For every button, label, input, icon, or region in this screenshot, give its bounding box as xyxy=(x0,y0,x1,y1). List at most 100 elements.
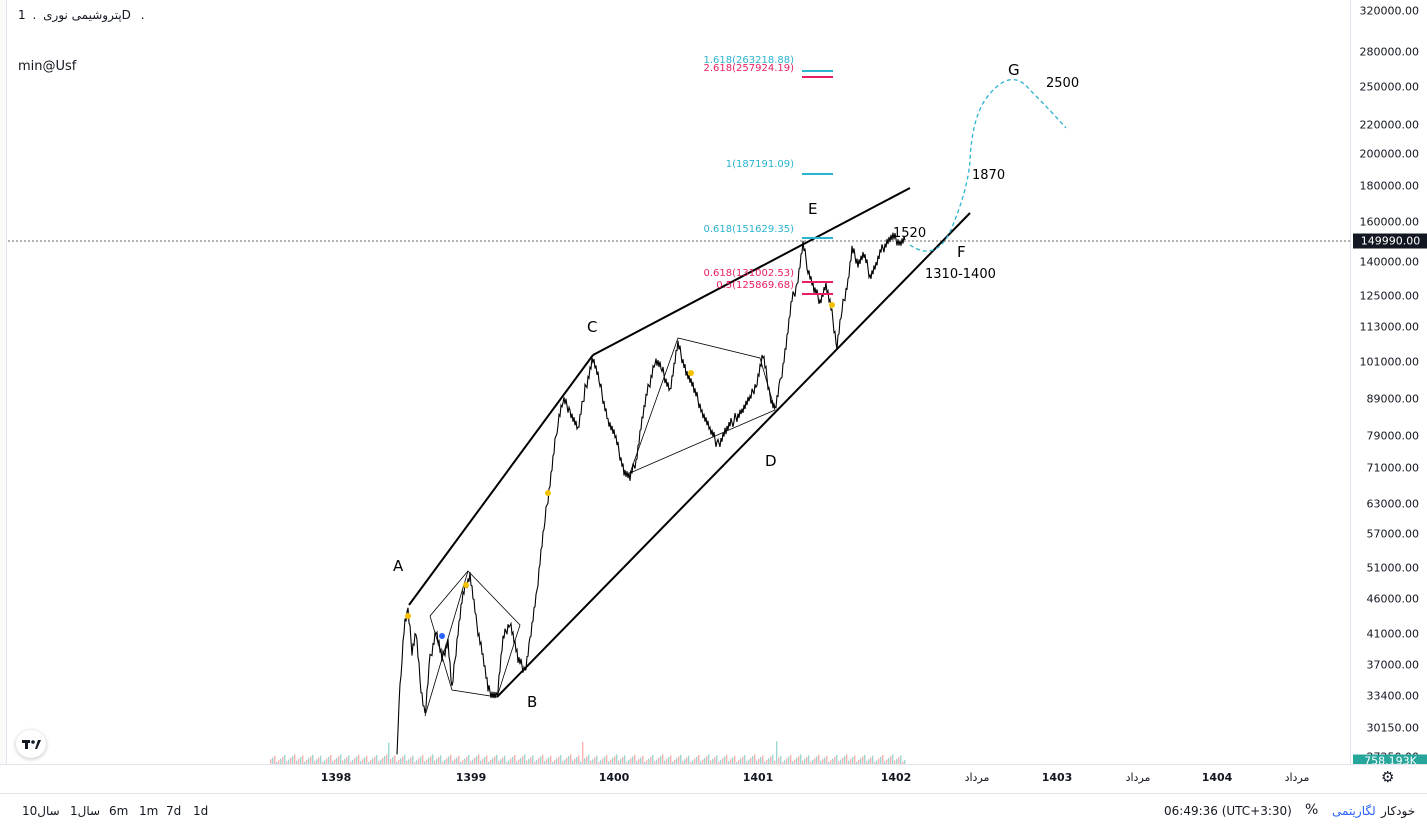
author-label: min@Usf xyxy=(18,59,77,74)
volume-bar xyxy=(844,756,846,764)
upper-trendline-ac xyxy=(408,354,594,606)
volume-bar xyxy=(628,759,630,764)
volume-bar xyxy=(516,761,518,764)
triangle-pattern-2 xyxy=(629,337,776,474)
volume-bar xyxy=(444,759,446,764)
volume-bar xyxy=(734,755,736,764)
volume-bar xyxy=(544,760,546,764)
volume-bar xyxy=(420,756,422,764)
symbol-legend[interactable]: پتروشیمی نوری . 1D . xyxy=(18,8,145,22)
volume-bar xyxy=(710,760,712,764)
volume-bar xyxy=(412,755,414,764)
price-tick: 101000.00 xyxy=(1359,355,1420,369)
volume-bar xyxy=(798,756,800,764)
volume-bar xyxy=(392,757,394,764)
range-6m[interactable]: 6m xyxy=(109,804,129,818)
volume-bar xyxy=(788,756,790,764)
price-scale[interactable]: 320000.00 280000.00 250000.00 220000.00 2000… xyxy=(1350,0,1427,768)
time-tick: 1402 xyxy=(880,771,912,784)
interval-label[interactable]: 1D xyxy=(18,8,131,22)
percent-toggle[interactable]: % xyxy=(1305,802,1319,818)
volume-bar xyxy=(526,760,528,764)
volume-bar xyxy=(468,755,470,764)
price-tick: 320000.00 xyxy=(1359,4,1420,18)
volume-bar xyxy=(596,755,598,764)
volume-bar xyxy=(552,762,554,764)
volume-bar xyxy=(296,760,298,764)
volume-bar xyxy=(382,757,384,764)
time-tick: مرداد xyxy=(1284,771,1310,784)
price-chart[interactable]: 1.618(263218.88) 2.618(257924.19) 1(1871… xyxy=(0,0,1350,764)
auto-toggle[interactable]: خودکار xyxy=(1381,804,1416,818)
volume-bar xyxy=(802,760,804,764)
event-dot xyxy=(439,633,445,639)
volume-bar xyxy=(434,760,436,764)
volume-bar xyxy=(752,756,754,764)
volume-bar xyxy=(442,761,444,764)
volume-bar xyxy=(694,758,696,764)
volume-bar xyxy=(682,760,684,764)
volume-bar xyxy=(576,757,578,764)
volume-bar xyxy=(822,759,824,764)
volume-bar xyxy=(730,759,732,764)
volume-bar xyxy=(284,755,286,764)
volume-bar xyxy=(486,755,488,764)
range-7d[interactable]: 7d xyxy=(166,804,182,818)
volume-bar xyxy=(610,759,612,764)
volume-bar xyxy=(866,760,868,764)
volume-bar xyxy=(520,757,522,764)
volume-bar xyxy=(676,758,678,764)
fib-label-0618-pink: 0.618(131002.53) xyxy=(703,268,794,279)
time-axis[interactable]: 1398 1399 1400 1401 1402 مرداد 1403 مرداد 1404 مر… xyxy=(0,764,1427,793)
volume-bar xyxy=(494,756,496,764)
volume-bar xyxy=(674,759,676,764)
range-1d[interactable]: 1d xyxy=(193,804,209,818)
volume-bar xyxy=(700,761,702,764)
log-toggle[interactable]: لگاریتمی xyxy=(1332,804,1376,818)
volume-bar xyxy=(372,758,374,764)
volume-bar xyxy=(432,754,434,764)
volume-bar xyxy=(810,761,812,764)
volume-bar xyxy=(426,759,428,764)
volume-bar xyxy=(750,757,752,764)
volume-bar xyxy=(858,759,860,764)
range-10y[interactable]: 10سال xyxy=(22,804,60,818)
volume-bar xyxy=(604,756,606,764)
legend-separator: . xyxy=(32,8,37,22)
volume-bar xyxy=(632,756,634,764)
price-tick: 51000.00 xyxy=(1366,561,1420,575)
volume-bars xyxy=(270,741,906,764)
volume-bar xyxy=(538,758,540,764)
tradingview-logo[interactable] xyxy=(16,730,46,758)
volume-bar xyxy=(886,759,888,764)
chart-area[interactable]: 1.618(263218.88) 2.618(257924.19) 1(1871… xyxy=(0,0,1350,764)
wave-label-c: C xyxy=(587,318,597,336)
volume-bar xyxy=(616,754,618,764)
time-tick: 1400 xyxy=(598,771,630,784)
volume-bar xyxy=(818,754,820,764)
volume-bar xyxy=(384,756,386,764)
range-1m[interactable]: 1m xyxy=(139,804,159,818)
volume-bar xyxy=(816,756,818,764)
price-tick: 220000.00 xyxy=(1359,118,1420,132)
symbol-name[interactable]: پتروشیمی نوری xyxy=(43,8,122,22)
price-tick: 160000.00 xyxy=(1359,215,1420,229)
volume-bar xyxy=(630,758,632,764)
volume-bar xyxy=(872,755,874,764)
volume-bar xyxy=(586,756,588,764)
range-1y[interactable]: 1سال xyxy=(70,804,101,818)
settings-gear-icon[interactable]: ⚙ xyxy=(1381,768,1395,786)
volume-bar xyxy=(306,759,308,764)
volume-bar xyxy=(572,760,574,764)
volume-bar xyxy=(562,761,564,764)
volume-bar xyxy=(880,756,882,764)
volume-bar xyxy=(626,761,628,764)
volume-bar xyxy=(524,754,526,764)
price-tick: 89000.00 xyxy=(1366,392,1420,406)
left-edge-handle[interactable] xyxy=(0,0,7,764)
volume-bar xyxy=(718,761,720,764)
volume-bar xyxy=(754,754,756,764)
clock[interactable]: 06:49:36 (UTC+3:30) xyxy=(1164,804,1292,818)
volume-bar xyxy=(876,760,878,764)
volume-bar xyxy=(290,757,292,764)
